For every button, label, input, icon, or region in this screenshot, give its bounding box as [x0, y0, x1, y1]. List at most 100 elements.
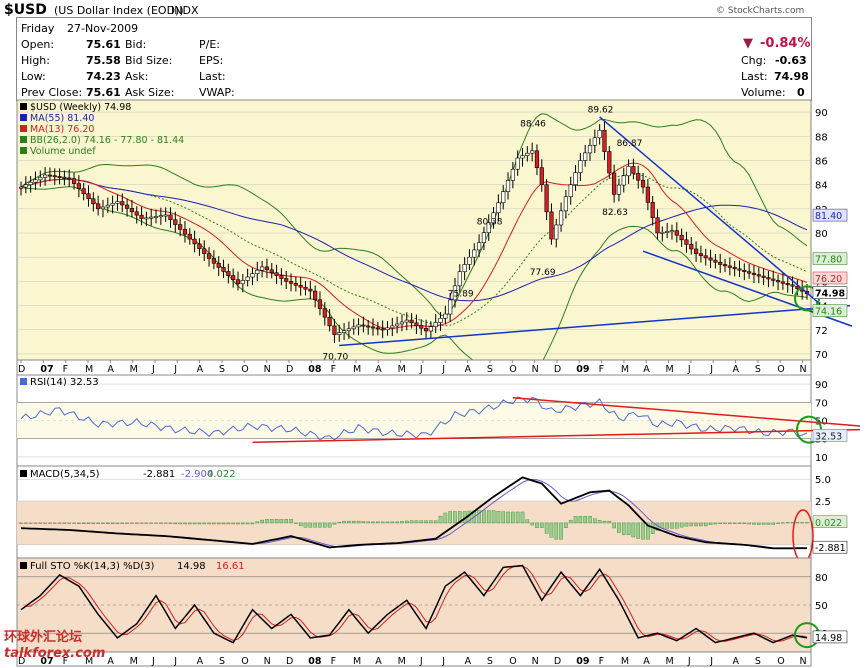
macd-histogram-bar	[342, 520, 346, 524]
candle-body	[428, 326, 433, 332]
candle-body	[457, 271, 462, 287]
macd-histogram-bar	[482, 510, 486, 524]
macd-histogram-bar	[703, 522, 708, 527]
last-label-mid: Last:	[199, 70, 226, 83]
macd-histogram-bar	[631, 522, 636, 538]
candle-body	[284, 278, 289, 282]
candle-body	[756, 274, 761, 277]
candle-body	[33, 179, 38, 183]
macd-histogram-bar	[429, 520, 433, 524]
month-label: M	[666, 364, 674, 375]
candle-body	[419, 325, 424, 329]
candle-body	[124, 204, 130, 209]
candle-body	[742, 269, 747, 273]
candle-body	[607, 151, 612, 174]
macd-histogram-bar	[149, 522, 153, 524]
candle-body	[549, 211, 554, 240]
candle-body	[23, 184, 28, 188]
month-label: J	[441, 364, 445, 375]
macd-histogram-bar	[515, 511, 520, 524]
bottom-month-label: A	[197, 656, 204, 667]
candle-body	[202, 248, 207, 254]
macd-histogram-bar	[694, 522, 698, 527]
bb-lower-line	[20, 186, 808, 383]
macd-histogram-bar	[795, 522, 800, 524]
macd-histogram-bar	[337, 521, 342, 524]
candle-body	[206, 253, 212, 259]
candle-body	[631, 166, 636, 174]
header-panel	[16, 17, 812, 101]
open-value: 75.61	[86, 38, 121, 51]
candle-body	[57, 176, 62, 178]
volume-value: 0	[797, 86, 805, 99]
bid-label: Bid:	[125, 38, 147, 51]
candle-body	[525, 152, 530, 156]
macd-legend-swatch	[20, 470, 27, 477]
candle-body	[211, 258, 216, 264]
candle-body	[423, 327, 429, 332]
candle-body	[395, 323, 400, 327]
chg-value: -0.63	[775, 54, 807, 67]
bottom-month-label: A	[643, 656, 650, 667]
macd-histogram-bar	[154, 522, 158, 524]
macd-histogram-bar	[511, 511, 515, 524]
candle-body	[578, 160, 583, 173]
candle-body	[587, 145, 593, 154]
bottom-month-label: 07	[40, 656, 53, 667]
bottom-month-label: N	[800, 656, 807, 667]
month-label: S	[487, 364, 493, 375]
price-tick-label: 84	[815, 181, 828, 192]
candle-body	[718, 261, 723, 265]
down-triangle-icon: ▼	[743, 36, 753, 51]
macd-histogram-bar	[578, 516, 583, 524]
month-label: O	[777, 364, 784, 375]
bottom-month-label: J	[419, 656, 423, 667]
macd-histogram-bar	[438, 515, 443, 524]
month-label: J	[419, 364, 423, 375]
macd-histogram-bar	[366, 521, 370, 524]
macd-histogram-bar	[28, 522, 33, 524]
candle-body	[361, 324, 366, 327]
candle-body	[327, 316, 332, 327]
macd-histogram-bar	[289, 519, 293, 524]
macd-histogram-bar	[776, 522, 780, 524]
price-right-label: 76.20	[815, 274, 842, 285]
macd-histogram-bar	[101, 522, 105, 524]
symbol: $USD	[4, 2, 47, 18]
candle-body	[322, 308, 327, 318]
candle-body	[81, 188, 86, 195]
candle-body	[279, 275, 284, 279]
macd-histogram-bar	[120, 522, 125, 524]
candle-body	[655, 217, 660, 234]
rsi-right-label-box	[812, 429, 848, 442]
legend-entry: MA(55) 81.40	[30, 113, 94, 124]
high-label: High:	[21, 54, 50, 67]
macd-histogram-bar	[520, 511, 525, 524]
bottom-month-label: J	[441, 656, 445, 667]
macd-histogram-bar	[216, 522, 221, 525]
bottom-month-label: M	[621, 656, 629, 667]
macd-hist-right-box	[812, 515, 848, 529]
bottom-month-label: O	[241, 656, 248, 667]
macd-histogram-bar	[361, 521, 366, 524]
macd-tick-label: 5.0	[815, 475, 831, 486]
month-label: D	[554, 364, 561, 375]
ask-size-label: Ask Size:	[125, 86, 175, 99]
macd-histogram-bar	[173, 522, 178, 525]
macd-histogram-bar	[308, 522, 313, 528]
rsi-legend-label: RSI(14) 32.53	[30, 377, 99, 388]
vwap-label: VWAP:	[199, 86, 235, 99]
candle-body	[481, 232, 487, 243]
candle-body	[462, 264, 467, 273]
macd-histogram-bar	[298, 522, 303, 527]
macd-line	[20, 476, 807, 550]
macd-histogram-bar	[766, 522, 771, 525]
candle-body	[689, 244, 694, 250]
macd-histogram-bar	[48, 522, 52, 524]
candle-body	[558, 210, 564, 226]
macd-right-label: -2.881	[815, 543, 846, 554]
macd-histogram-bar	[57, 522, 62, 524]
legend-entry: Volume undef	[30, 146, 96, 157]
macd-histogram-bar	[689, 522, 694, 527]
